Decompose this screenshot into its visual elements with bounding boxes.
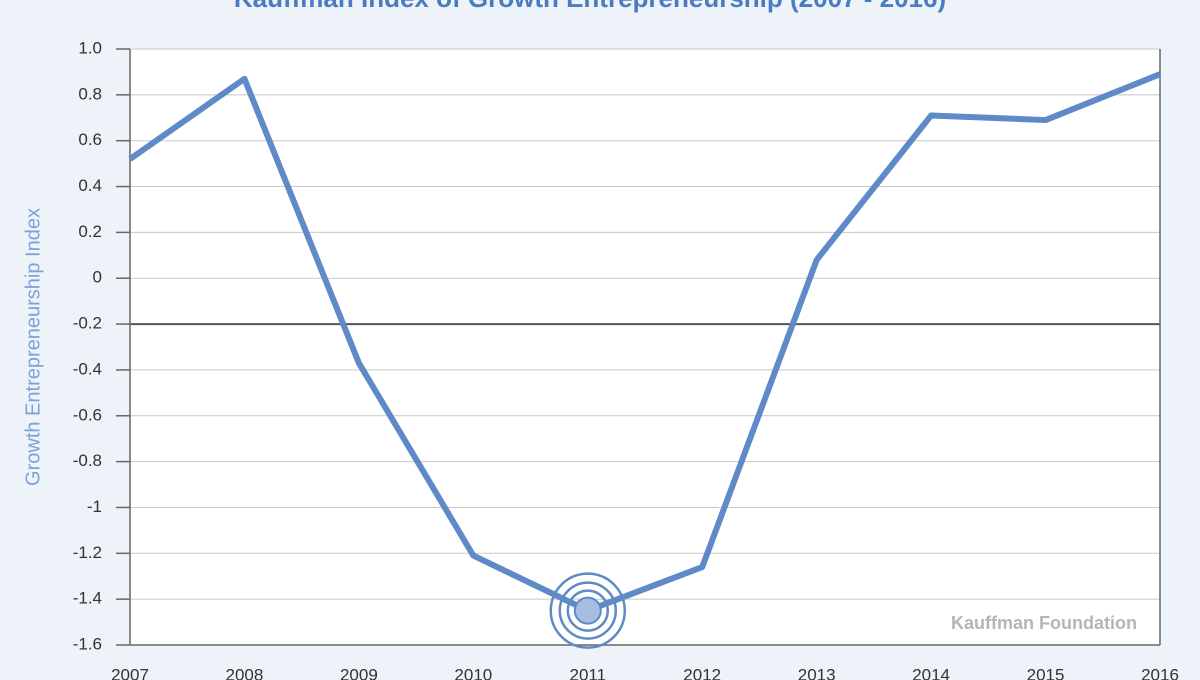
y-axis-label: Growth Entrepreneurship Index (22, 208, 44, 486)
x-tick-label: 2016 (1141, 665, 1179, 680)
y-tick-label: 0 (93, 268, 102, 287)
x-tick-label: 2015 (1027, 665, 1065, 680)
y-tick-label: 0.2 (78, 222, 102, 241)
chart-title: Kauffman Index of Growth Entrepreneurshi… (234, 0, 946, 13)
plot-area (130, 49, 1160, 645)
x-tick-label: 2009 (340, 665, 378, 680)
highlight-ring (558, 581, 618, 640)
highlight-ring (549, 572, 627, 649)
highlight-ring (566, 589, 610, 632)
y-tick-label: -1.4 (73, 589, 102, 608)
data-line (128, 71, 1162, 614)
y-tick-label: 0.6 (78, 130, 102, 149)
y-tick-label: -0.8 (73, 451, 102, 470)
x-tick-label: 2014 (912, 665, 950, 680)
y-tick-label: -1.2 (73, 543, 102, 562)
y-tick-label: -0.2 (73, 314, 102, 333)
y-tick-label: -0.4 (73, 359, 102, 378)
y-tick-label: -1.6 (73, 634, 102, 653)
x-tick-label: 2013 (798, 665, 836, 680)
y-tick-label: 0.8 (78, 84, 102, 103)
y-tick-label: -0.6 (73, 405, 102, 424)
x-tick-label: 2010 (454, 665, 492, 680)
highlight-point (573, 596, 602, 625)
x-tick-label: 2012 (683, 665, 721, 680)
watermark: Kauffman Foundation (951, 613, 1137, 633)
x-tick-label: 2011 (569, 665, 606, 680)
x-tick-label: 2008 (226, 665, 264, 680)
y-tick-label: 0.4 (78, 176, 102, 195)
y-tick-label: 1.0 (78, 38, 102, 57)
x-tick-label: 2007 (111, 665, 149, 680)
y-tick-label: -1 (87, 497, 102, 516)
